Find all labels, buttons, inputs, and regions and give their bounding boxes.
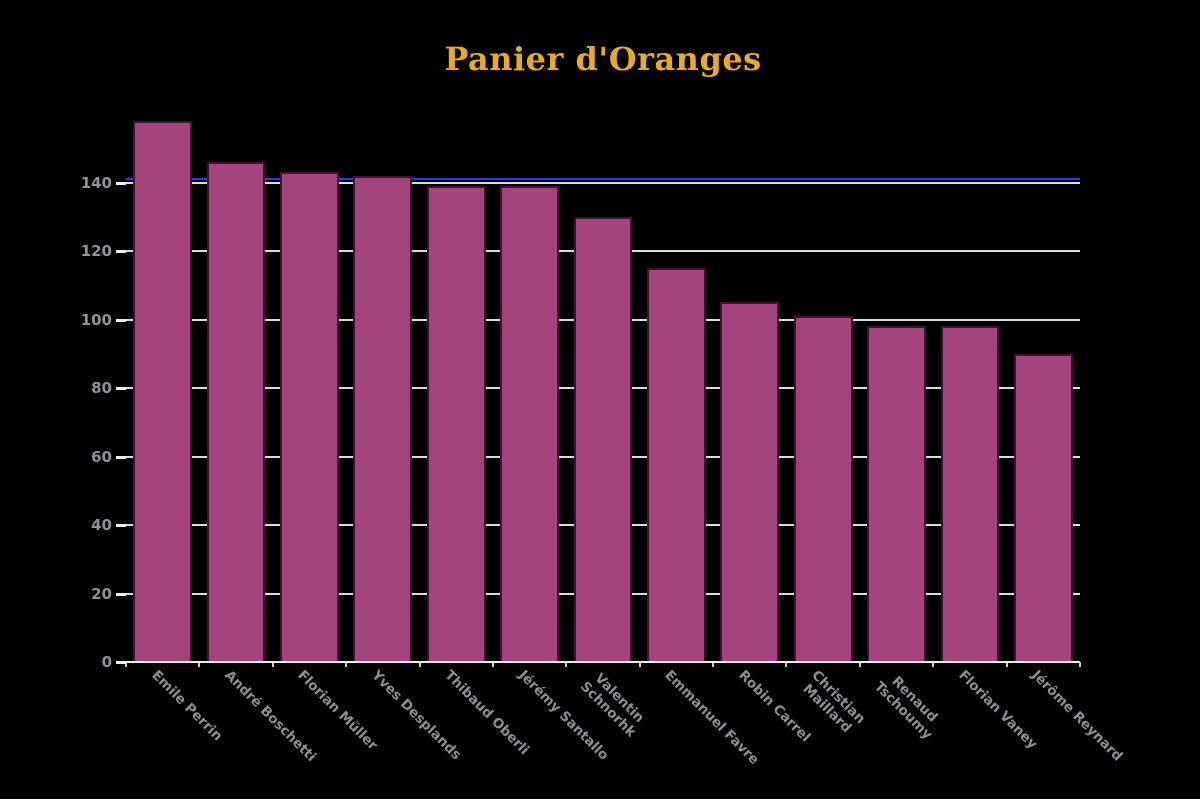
bar-florian-muller	[280, 172, 339, 662]
y-tick-label: 100	[80, 310, 112, 329]
x-axis-tick-mark	[858, 662, 861, 667]
y-axis-tick-mark	[116, 455, 126, 459]
bar-jerome-reynard	[1013, 353, 1073, 662]
x-axis-tick-mark	[1005, 662, 1008, 667]
x-tick-label: Jérôme Reynard	[1028, 667, 1126, 765]
threshold-line	[126, 178, 1080, 181]
x-axis-tick-mark	[1079, 662, 1081, 667]
bar-yves-desplands	[353, 175, 413, 662]
y-tick-label: 20	[91, 584, 112, 603]
y-axis-tick-mark	[116, 592, 126, 596]
x-tick-label: Emile Perrin	[148, 667, 226, 745]
y-tick-label: 40	[91, 516, 112, 534]
gridline-y-140	[126, 181, 1080, 184]
x-axis-tick-mark	[565, 662, 568, 667]
x-axis-tick-mark	[932, 662, 935, 667]
y-tick-label: 140	[80, 173, 112, 192]
x-axis-tick-mark	[125, 662, 127, 667]
x-axis-tick-mark	[198, 662, 201, 667]
x-axis-baseline	[116, 661, 1080, 663]
y-axis-tick-mark	[116, 250, 126, 253]
bar-andre-boschetti	[206, 161, 266, 662]
y-axis-tick-mark	[116, 524, 126, 527]
x-axis-tick-mark	[785, 662, 788, 667]
chart-title: Panier d'Oranges	[444, 40, 762, 78]
y-tick-label: 120	[80, 242, 112, 260]
bar-emile-perrin	[133, 120, 193, 662]
y-axis-tick-mark	[116, 387, 126, 390]
bar-renaud-tschoumy	[867, 326, 926, 662]
x-axis-tick-mark	[638, 662, 641, 667]
bar-florian-vaney	[940, 326, 1000, 662]
x-tick-label: Robin Carrel	[735, 667, 814, 746]
bar-christian-maillard	[793, 316, 853, 662]
y-axis-tick-mark	[116, 318, 126, 322]
y-tick-label: 0	[101, 653, 112, 671]
x-axis-tick-mark	[712, 662, 715, 667]
x-axis-tick-mark	[345, 662, 348, 667]
x-axis-tick-mark	[418, 662, 421, 667]
bar-jeremy-santallo	[500, 185, 559, 662]
x-axis-tick-mark	[491, 662, 494, 667]
x-tick-label: Florian Vaney	[955, 667, 1041, 753]
y-tick-label: 80	[91, 379, 112, 397]
x-axis-tick-mark	[271, 662, 274, 667]
bar-valentin-schnorhk	[573, 216, 633, 662]
y-tick-label: 60	[91, 447, 112, 466]
x-tick-label: Renaud Tschoumy	[870, 673, 941, 743]
bar-robin-carrel	[720, 302, 780, 662]
y-axis-tick-mark	[116, 181, 126, 185]
bar-emmanuel-favre	[647, 268, 706, 662]
bar-thibaud-oberli	[426, 185, 486, 662]
